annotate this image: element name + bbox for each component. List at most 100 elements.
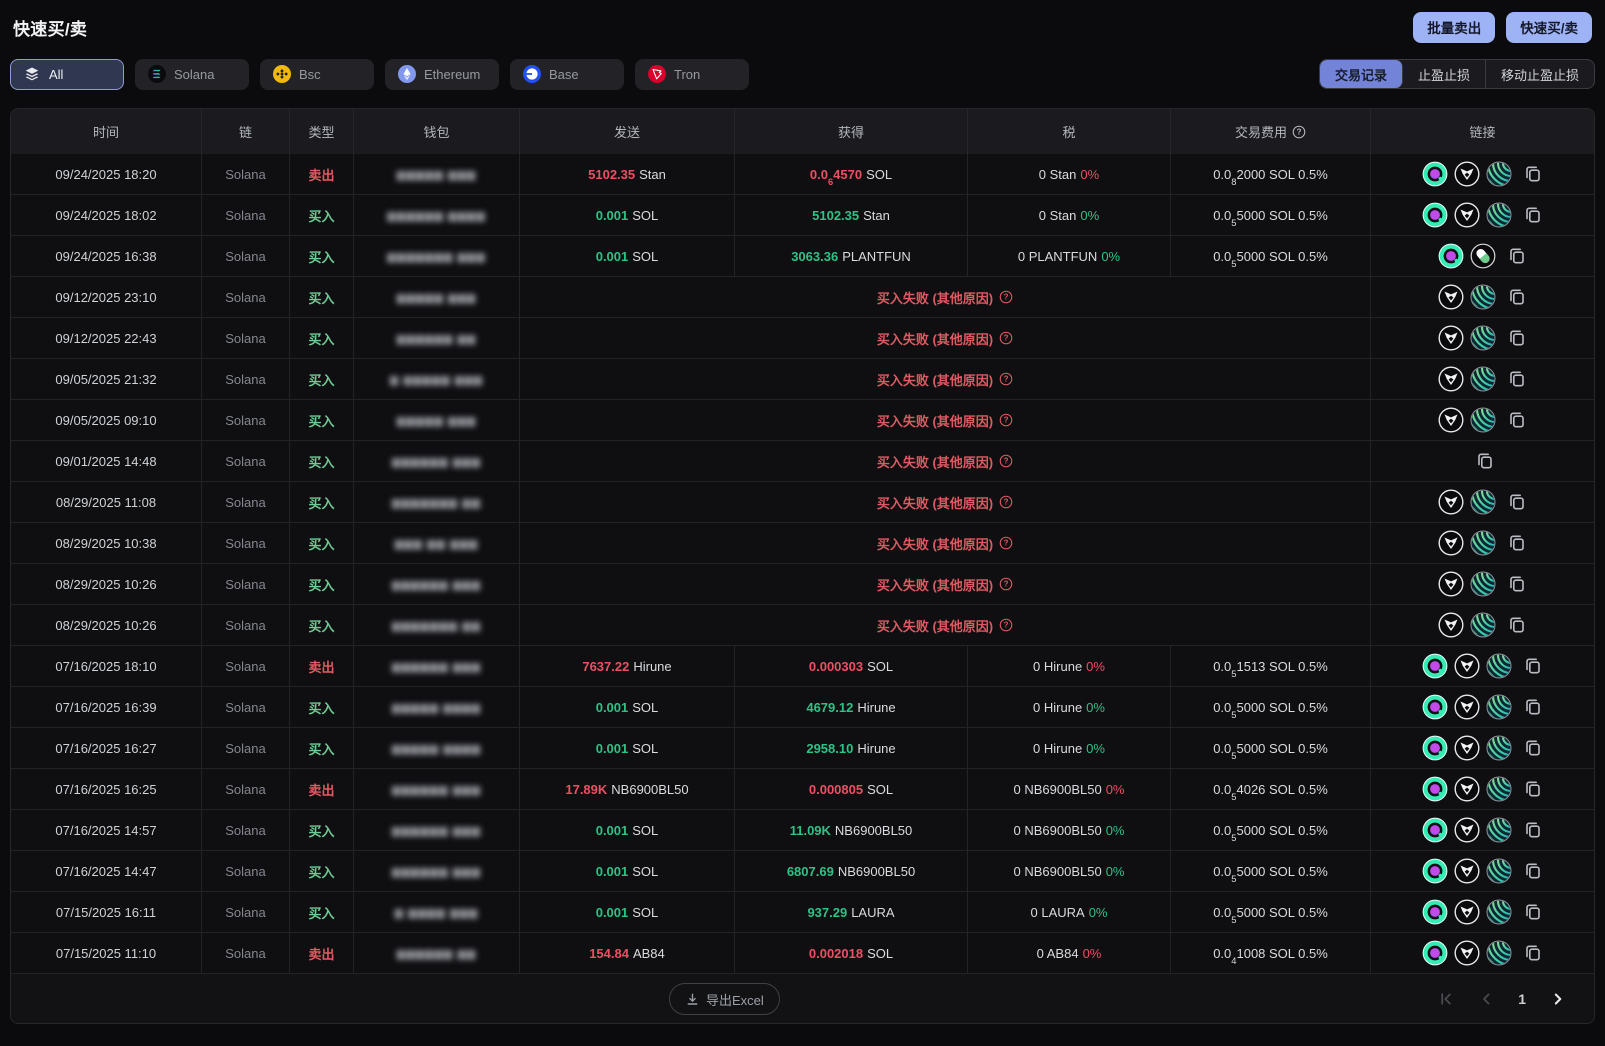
chain-tab-tron[interactable]: Tron xyxy=(635,58,749,90)
wallet-address-redacted[interactable]: ▆▆▆ ▆▆ ▆▆▆ xyxy=(394,537,479,550)
chain-tab-solana[interactable]: Solana xyxy=(135,58,249,90)
help-icon[interactable]: ? xyxy=(999,536,1013,550)
wave-sphere-icon[interactable] xyxy=(1486,653,1512,679)
copy-icon[interactable] xyxy=(1507,410,1527,430)
bullx-icon[interactable] xyxy=(1454,161,1480,187)
help-icon[interactable]: ? xyxy=(999,290,1013,304)
wallet-address-redacted[interactable]: ▆▆▆▆▆▆ ▆▆▆ xyxy=(391,865,482,878)
bullx-icon[interactable] xyxy=(1454,776,1480,802)
gmgn-terminal-icon[interactable] xyxy=(1422,202,1448,228)
bullx-icon[interactable] xyxy=(1438,325,1464,351)
wallet-address-redacted[interactable]: ▆▆▆▆▆ ▆▆▆ xyxy=(396,168,477,181)
help-icon[interactable]: ? xyxy=(999,495,1013,509)
wallet-address-redacted[interactable]: ▆▆▆▆▆ ▆▆▆ xyxy=(396,414,477,427)
wallet-address-redacted[interactable]: ▆▆▆▆▆▆ ▆▆▆▆ xyxy=(387,209,486,222)
chain-tab-all[interactable]: All xyxy=(10,58,124,90)
copy-icon[interactable] xyxy=(1507,615,1527,635)
wallet-address-redacted[interactable]: ▆ ▆▆▆▆▆ ▆▆▆ xyxy=(389,373,484,386)
copy-icon[interactable] xyxy=(1523,205,1543,225)
bullx-icon[interactable] xyxy=(1438,284,1464,310)
view-tab-2[interactable]: 移动止盈止损 xyxy=(1486,60,1594,88)
copy-icon[interactable] xyxy=(1507,287,1527,307)
wave-sphere-icon[interactable] xyxy=(1486,817,1512,843)
wave-sphere-icon[interactable] xyxy=(1486,202,1512,228)
copy-icon[interactable] xyxy=(1507,246,1527,266)
first-page-icon[interactable] xyxy=(1438,991,1454,1007)
wallet-address-redacted[interactable]: ▆▆▆▆▆▆ ▆▆▆ xyxy=(391,783,482,796)
wallet-address-redacted[interactable]: ▆▆▆▆▆▆ ▆▆▆ xyxy=(391,578,482,591)
wallet-address-redacted[interactable]: ▆▆▆▆▆▆ ▆▆▆ xyxy=(391,660,482,673)
copy-icon[interactable] xyxy=(1523,820,1543,840)
chain-tab-ethereum[interactable]: Ethereum xyxy=(385,58,499,90)
bullx-icon[interactable] xyxy=(1454,899,1480,925)
wallet-address-redacted[interactable]: ▆▆▆▆▆▆ ▆▆ xyxy=(396,947,477,960)
view-tab-1[interactable]: 止盈止损 xyxy=(1403,60,1486,88)
view-tab-0[interactable]: 交易记录 xyxy=(1319,60,1403,88)
export-excel-button[interactable]: 导出Excel xyxy=(669,983,780,1015)
gmgn-terminal-icon[interactable] xyxy=(1422,694,1448,720)
gmgn-terminal-icon[interactable] xyxy=(1422,858,1448,884)
bullx-icon[interactable] xyxy=(1438,530,1464,556)
copy-icon[interactable] xyxy=(1523,861,1543,881)
gmgn-terminal-icon[interactable] xyxy=(1422,161,1448,187)
copy-icon[interactable] xyxy=(1507,369,1527,389)
gmgn-terminal-icon[interactable] xyxy=(1438,243,1464,269)
wave-sphere-icon[interactable] xyxy=(1470,612,1496,638)
bullx-icon[interactable] xyxy=(1454,940,1480,966)
help-icon[interactable]: ? xyxy=(999,454,1013,468)
wallet-address-redacted[interactable]: ▆▆▆▆▆▆▆ ▆▆▆ xyxy=(387,250,486,263)
next-page-icon[interactable] xyxy=(1550,991,1566,1007)
chain-tab-base[interactable]: Base xyxy=(510,58,624,90)
wallet-address-redacted[interactable]: ▆▆▆▆▆▆ ▆▆▆ xyxy=(391,455,482,468)
bullx-icon[interactable] xyxy=(1454,735,1480,761)
bullx-icon[interactable] xyxy=(1454,202,1480,228)
copy-icon[interactable] xyxy=(1475,451,1495,471)
wallet-address-redacted[interactable]: ▆▆▆▆▆ ▆▆▆▆ xyxy=(391,742,482,755)
copy-icon[interactable] xyxy=(1523,697,1543,717)
copy-icon[interactable] xyxy=(1507,533,1527,553)
wave-sphere-icon[interactable] xyxy=(1486,161,1512,187)
bullx-icon[interactable] xyxy=(1438,571,1464,597)
copy-icon[interactable] xyxy=(1523,943,1543,963)
wallet-address-redacted[interactable]: ▆ ▆▆▆▆ ▆▆▆ xyxy=(394,906,479,919)
copy-icon[interactable] xyxy=(1523,656,1543,676)
bullx-icon[interactable] xyxy=(1438,612,1464,638)
wave-sphere-icon[interactable] xyxy=(1486,940,1512,966)
wave-sphere-icon[interactable] xyxy=(1470,284,1496,310)
wallet-address-redacted[interactable]: ▆▆▆▆▆▆▆ ▆▆ xyxy=(391,619,482,632)
wallet-address-redacted[interactable]: ▆▆▆▆▆▆▆ ▆▆ xyxy=(391,496,482,509)
bullx-icon[interactable] xyxy=(1454,817,1480,843)
pump-pill-icon[interactable] xyxy=(1470,243,1496,269)
copy-icon[interactable] xyxy=(1507,328,1527,348)
copy-icon[interactable] xyxy=(1507,492,1527,512)
wallet-address-redacted[interactable]: ▆▆▆▆▆ ▆▆▆▆ xyxy=(391,701,482,714)
wave-sphere-icon[interactable] xyxy=(1470,366,1496,392)
gmgn-terminal-icon[interactable] xyxy=(1422,735,1448,761)
wave-sphere-icon[interactable] xyxy=(1470,407,1496,433)
copy-icon[interactable] xyxy=(1523,164,1543,184)
prev-page-icon[interactable] xyxy=(1478,991,1494,1007)
gmgn-terminal-icon[interactable] xyxy=(1422,776,1448,802)
wallet-address-redacted[interactable]: ▆▆▆▆▆ ▆▆▆ xyxy=(396,291,477,304)
bullx-icon[interactable] xyxy=(1438,407,1464,433)
wave-sphere-icon[interactable] xyxy=(1486,776,1512,802)
bullx-icon[interactable] xyxy=(1454,694,1480,720)
chain-tab-bsc[interactable]: Bsc xyxy=(260,58,374,90)
bullx-icon[interactable] xyxy=(1438,489,1464,515)
help-icon[interactable]: ? xyxy=(1292,125,1306,139)
gmgn-terminal-icon[interactable] xyxy=(1422,940,1448,966)
wave-sphere-icon[interactable] xyxy=(1470,325,1496,351)
gmgn-terminal-icon[interactable] xyxy=(1422,899,1448,925)
help-icon[interactable]: ? xyxy=(999,372,1013,386)
copy-icon[interactable] xyxy=(1507,574,1527,594)
wave-sphere-icon[interactable] xyxy=(1470,571,1496,597)
wave-sphere-icon[interactable] xyxy=(1486,694,1512,720)
batch-sell-button[interactable]: 批量卖出 xyxy=(1413,11,1496,43)
help-icon[interactable]: ? xyxy=(999,618,1013,632)
quick-trade-button[interactable]: 快速买/卖 xyxy=(1506,11,1592,43)
wave-sphere-icon[interactable] xyxy=(1486,858,1512,884)
wallet-address-redacted[interactable]: ▆▆▆▆▆▆ ▆▆ xyxy=(396,332,477,345)
wave-sphere-icon[interactable] xyxy=(1470,489,1496,515)
help-icon[interactable]: ? xyxy=(999,577,1013,591)
copy-icon[interactable] xyxy=(1523,738,1543,758)
